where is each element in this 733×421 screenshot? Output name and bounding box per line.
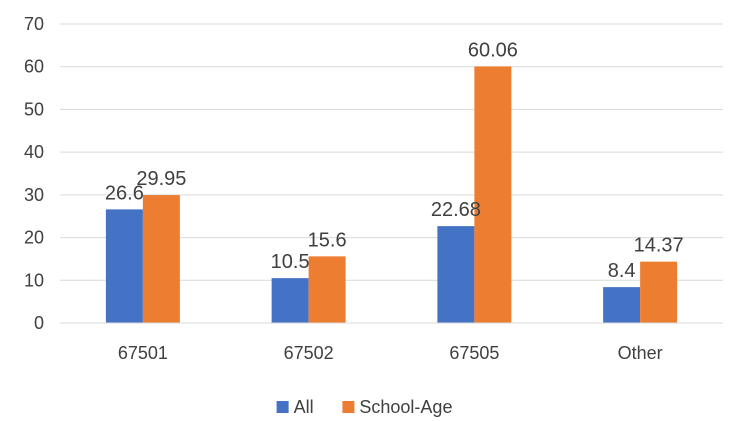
data-label: 14.37 <box>634 235 684 257</box>
y-tick-label: 60 <box>24 57 44 77</box>
bar-all-67501 <box>105 209 143 323</box>
data-label: 8.4 <box>608 260 636 282</box>
x-tick-label: 67502 <box>284 343 334 363</box>
bar-all-67502 <box>271 278 309 323</box>
y-tick-label: 10 <box>24 270 44 290</box>
bar-school-age-67505 <box>474 66 512 323</box>
legend: All School-Age <box>276 397 452 417</box>
y-tick-label: 30 <box>24 185 44 205</box>
x-tick-label: 67501 <box>118 343 168 363</box>
data-label: 15.6 <box>308 229 347 251</box>
legend-swatch <box>342 401 355 413</box>
data-label: 60.06 <box>468 39 518 61</box>
y-tick-label: 40 <box>24 142 44 162</box>
data-label: 29.95 <box>136 168 186 190</box>
data-label: 22.68 <box>431 199 481 221</box>
bar-all-67505 <box>437 226 475 323</box>
x-axis-tick-labels: 67501 67502 67505 Other <box>118 343 663 363</box>
data-labels: 26.629.95 10.515.6 22.68 60.06 8.4 14.37 <box>105 39 684 282</box>
x-tick-label: 67505 <box>449 343 499 363</box>
data-label: 10.5 <box>271 251 310 273</box>
bar-school-age-67502 <box>308 256 346 323</box>
x-tick-label: Other <box>618 343 663 363</box>
legend-label: School-Age <box>359 397 452 417</box>
data-label: 26.6 <box>105 182 144 204</box>
y-axis-tick-labels: 0 10 20 30 40 50 60 70 <box>24 14 44 333</box>
legend-swatch <box>276 401 289 413</box>
y-tick-label: 70 <box>24 14 44 34</box>
bar-school-age-67501 <box>142 195 180 323</box>
legend-label: All <box>294 397 314 417</box>
y-tick-label: 50 <box>24 99 44 119</box>
legend-item-school-age: School-Age <box>342 397 452 417</box>
bar-all-other <box>603 287 641 323</box>
y-tick-label: 0 <box>34 313 44 333</box>
y-tick-label: 20 <box>24 228 44 248</box>
bar-school-age-other <box>640 261 678 323</box>
bars <box>105 66 678 323</box>
legend-item-all: All <box>276 397 314 417</box>
